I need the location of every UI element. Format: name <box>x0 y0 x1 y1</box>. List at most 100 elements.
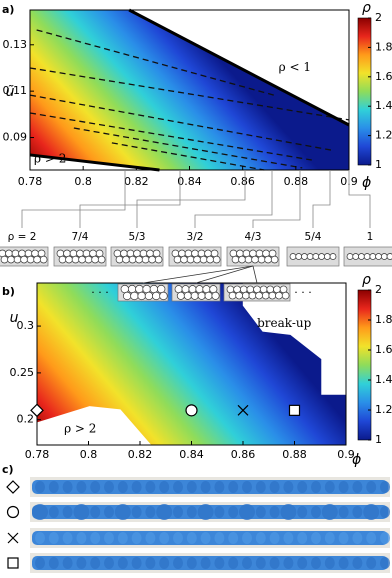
particle <box>126 249 135 258</box>
particle <box>318 253 325 260</box>
colorbar-label: ρ <box>362 0 371 16</box>
particle <box>152 291 161 301</box>
snapshot-bead <box>156 504 173 520</box>
snapshot-bead <box>35 532 45 544</box>
snapshot-bead <box>297 481 308 493</box>
connector <box>136 170 246 228</box>
snapshot-bead <box>363 504 380 520</box>
particle <box>178 249 186 258</box>
x-axis-label: ϕ <box>362 175 371 191</box>
snapshot-bead <box>297 557 308 569</box>
x-tick-label: 0.8 <box>80 448 98 461</box>
colorbar-tick-label: 2 <box>375 283 382 296</box>
y-tick-label: 0.3 <box>17 319 35 332</box>
colorbar-tick-label: 1.2 <box>375 129 392 142</box>
particle <box>312 253 320 260</box>
particle <box>210 249 219 258</box>
particle <box>204 291 213 300</box>
particle <box>268 249 277 258</box>
particle <box>306 253 314 260</box>
particle <box>71 255 80 264</box>
particle <box>95 249 104 258</box>
particle <box>233 285 241 294</box>
particle <box>56 249 65 258</box>
y-axis-label: ũ <box>6 84 15 100</box>
snapshot-bead <box>228 481 239 493</box>
y-axis-label: u <box>10 310 19 326</box>
particle <box>275 291 283 300</box>
snapshot-bead <box>255 481 266 493</box>
snapshot-bead <box>255 506 266 518</box>
particle <box>128 255 137 264</box>
snapshot-bead <box>117 481 128 493</box>
snapshot-bead <box>228 557 239 569</box>
snapshot-bead <box>269 532 280 544</box>
snapshot-bead <box>62 532 73 544</box>
snapshot-bead <box>283 532 294 544</box>
particle <box>11 249 20 258</box>
particle <box>154 255 163 264</box>
arrow <box>252 265 258 284</box>
snapshot-bead <box>173 557 183 569</box>
x-tick-label: 0.88 <box>284 175 309 188</box>
particle <box>257 255 266 264</box>
snapshot-bead <box>352 506 363 518</box>
packing-label: 3/2 <box>187 231 204 243</box>
snapshot-bead <box>186 532 197 544</box>
snapshot-bead <box>104 506 114 518</box>
snapshot-bead <box>214 532 225 544</box>
particle <box>206 255 214 264</box>
particle <box>141 255 150 264</box>
particle <box>212 255 221 264</box>
snapshot-bead <box>338 532 349 544</box>
particle <box>31 249 39 258</box>
x-tick-label: 0.8 <box>74 175 92 188</box>
particle <box>122 291 132 301</box>
particle <box>279 285 288 294</box>
snapshot-bead <box>131 557 142 569</box>
snapshot-bead <box>173 506 183 518</box>
x-tick-label: 0.78 <box>18 175 43 188</box>
particle <box>197 249 206 258</box>
particle <box>358 253 365 260</box>
arrow <box>142 265 254 284</box>
particle <box>268 291 277 300</box>
snapshot-bead <box>131 506 142 518</box>
snapshot-bead <box>255 532 266 544</box>
point <box>185 404 198 417</box>
snapshot-bead <box>114 504 131 520</box>
panel-label: c) <box>2 463 14 476</box>
particle <box>262 249 270 258</box>
point <box>30 403 44 418</box>
particle <box>255 249 264 258</box>
particle <box>352 253 360 260</box>
colorbar-tick-label: 1.6 <box>375 70 392 83</box>
particle <box>186 255 195 264</box>
colorbar-tick-label: 1 <box>375 433 382 446</box>
snapshot-bead <box>35 481 45 493</box>
particle <box>235 291 243 300</box>
snapshot-bead <box>269 481 280 493</box>
connector <box>348 170 371 228</box>
particle <box>130 291 139 301</box>
particle <box>193 255 201 264</box>
snapshot-bead <box>283 481 294 493</box>
particle <box>37 249 46 258</box>
colorbar <box>357 17 372 166</box>
particle <box>259 285 268 294</box>
particle <box>39 255 48 264</box>
snapshot-bead <box>104 481 114 493</box>
particle <box>180 255 188 264</box>
snapshot-bead <box>197 504 214 520</box>
particle <box>76 249 84 258</box>
snapshot-bead <box>159 557 170 569</box>
snapshot-bead <box>35 557 45 569</box>
y-tick-label: 0.2 <box>17 413 35 426</box>
snapshot-bead <box>145 557 156 569</box>
colorbar-tick-label: 1.8 <box>375 313 392 326</box>
connector <box>21 170 126 228</box>
particle <box>273 285 281 294</box>
ellipsis: · · · <box>294 286 311 299</box>
snapshot-bead <box>239 504 255 520</box>
